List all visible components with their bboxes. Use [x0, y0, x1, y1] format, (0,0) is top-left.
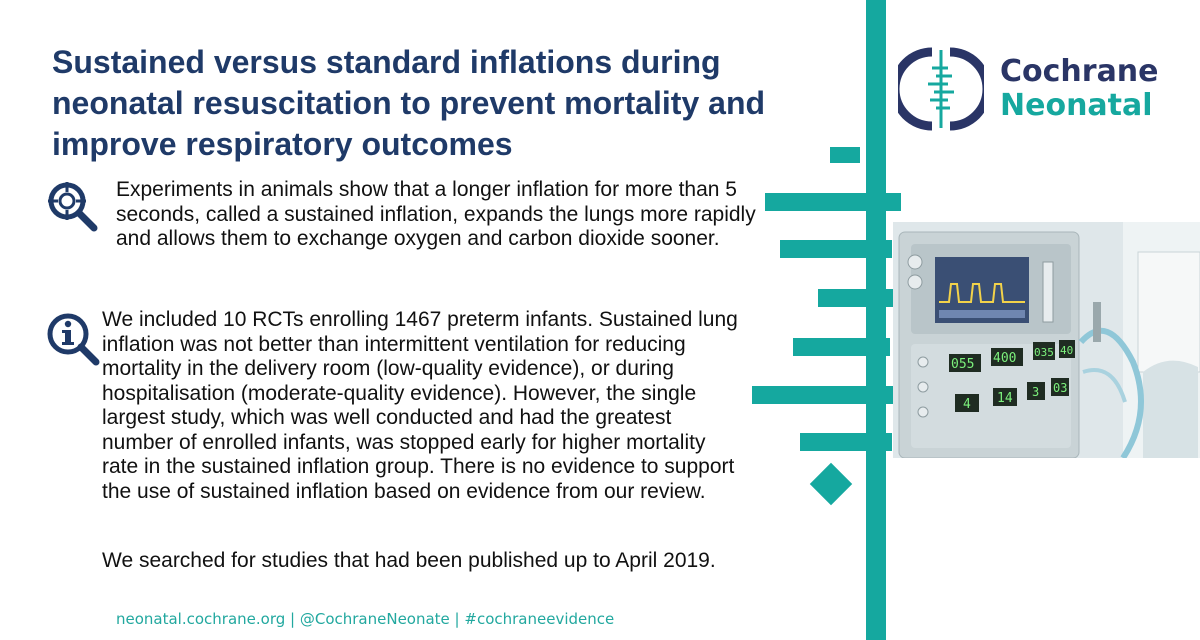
magnifier-crosshair-icon — [48, 182, 98, 232]
ventilator-illustration: 055 400 035 40 4 14 3 03 — [893, 222, 1200, 458]
teal-vertical-bar — [866, 0, 886, 640]
logo-wordmark: Cochrane Neonatal — [1000, 55, 1159, 123]
search-date-paragraph: We searched for studies that had been pu… — [102, 549, 716, 572]
ventilator-readout-row2 — [955, 378, 1069, 412]
teal-diamond — [809, 462, 853, 506]
magnifier-info-icon — [47, 313, 100, 366]
animals-paragraph: Experiments in animals show that a longe… — [116, 178, 756, 250]
readout-value: 3 — [1032, 385, 1039, 399]
teal-bar — [765, 193, 901, 211]
footer-links: neonatal.cochrane.org | @CochraneNeonate… — [116, 610, 615, 628]
teal-bar — [793, 338, 890, 356]
readout-value: 40 — [1060, 344, 1073, 357]
cochrane-logo-icon — [898, 47, 984, 131]
ventilator-photo: 055 400 035 40 4 14 3 03 — [893, 222, 1200, 458]
teal-bar — [818, 289, 894, 307]
readout-value: 03 — [1053, 381, 1067, 395]
readout-value: 400 — [993, 351, 1016, 366]
logo-line-cochrane: Cochrane — [1000, 54, 1159, 89]
teal-bar — [752, 386, 894, 404]
ventilator-readout-row1 — [949, 340, 1075, 372]
readout-value: 4 — [963, 397, 971, 412]
page-title: Sustained versus standard inflations dur… — [52, 44, 766, 162]
results-paragraph: We included 10 RCTs enrolling 1467 prete… — [102, 308, 738, 503]
teal-bar — [800, 433, 892, 451]
teal-bar — [830, 147, 860, 163]
teal-bar — [780, 240, 892, 258]
readout-value: 14 — [997, 391, 1013, 406]
readout-value: 055 — [951, 357, 974, 372]
logo-line-neonatal: Neonatal — [1000, 88, 1153, 123]
readout-value: 035 — [1034, 346, 1054, 359]
